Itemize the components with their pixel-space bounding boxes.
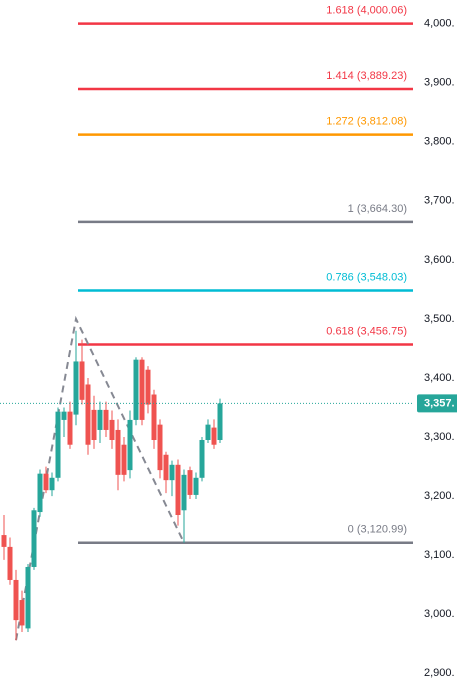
candle-body [121, 444, 127, 475]
candle-body [73, 361, 79, 415]
fib-label: 1.618 (4,000.06) [326, 4, 407, 16]
candle-body [97, 409, 103, 430]
candle-body [205, 424, 211, 440]
candle-body [217, 403, 223, 440]
y-tick-label: 3,400. [424, 372, 455, 384]
candle-body [175, 464, 181, 516]
y-tick-label: 4,000. [424, 18, 455, 30]
candle-body [67, 411, 73, 445]
candle-body [79, 361, 85, 400]
y-tick-label: 2,900. [424, 667, 455, 679]
fib-label: 0.618 (3,456.75) [326, 325, 407, 337]
candle-body [91, 409, 97, 440]
y-tick-label: 3,000. [424, 608, 455, 620]
candle-body [25, 566, 31, 629]
candle-body [55, 411, 61, 478]
y-tick-label: 3,600. [424, 254, 455, 266]
last-price-label: 3,357. [424, 397, 455, 409]
candle-body [181, 474, 187, 511]
candle-body [49, 477, 55, 491]
y-tick-label: 3,700. [424, 195, 455, 207]
candle-body [169, 464, 175, 481]
y-tick-label: 3,800. [424, 136, 455, 148]
candle-body [133, 359, 139, 420]
candle-body [211, 427, 217, 445]
fib-label: 1.414 (3,889.23) [326, 70, 407, 82]
candle-body [163, 454, 169, 481]
fib-label: 1.272 (3,812.08) [326, 116, 407, 128]
y-tick-label: 3,900. [424, 77, 455, 89]
candle-body [145, 369, 151, 405]
fib-label: 1 (3,664.30) [348, 203, 407, 215]
candle-body [193, 477, 199, 495]
candle-body [127, 419, 133, 471]
candle-body [61, 411, 67, 420]
candle-body [157, 424, 163, 471]
y-tick-label: 3,500. [424, 313, 455, 325]
candle-body [139, 359, 145, 420]
candle-body [115, 429, 121, 475]
candle-body [85, 384, 91, 445]
candle-body [187, 470, 193, 495]
candle-body [151, 394, 157, 440]
candle-body [109, 419, 115, 440]
candle-body [19, 600, 25, 626]
y-tick-label: 3,200. [424, 490, 455, 502]
y-tick-label: 3,300. [424, 431, 455, 443]
candle-body [31, 510, 37, 567]
last-price-tag [417, 394, 457, 413]
candle-body [199, 439, 205, 478]
candle-body [1, 535, 7, 547]
fib-label: 0 (3,120.99) [348, 524, 407, 536]
fib-label: 0.786 (3,548.03) [326, 271, 407, 283]
candle-body [7, 546, 13, 580]
candle-body [103, 409, 109, 430]
y-tick-label: 3,100. [424, 549, 455, 561]
candle-body [13, 579, 19, 621]
candle-body [43, 473, 49, 491]
candle-body [37, 473, 43, 513]
